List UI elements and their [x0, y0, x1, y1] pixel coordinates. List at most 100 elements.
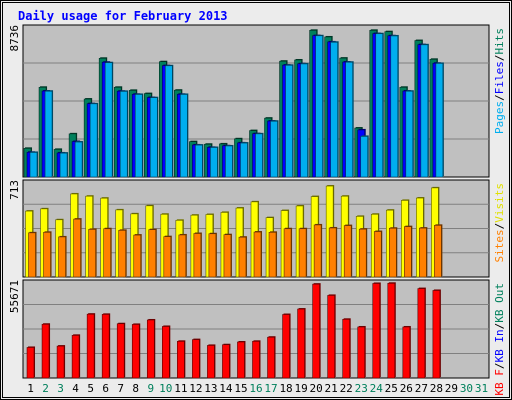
x-tick-label-day-6: 6	[102, 382, 109, 395]
bar-sites-day-13	[208, 233, 217, 278]
bar-kb-f-day-13	[207, 345, 215, 379]
series-label-separator: /	[493, 55, 506, 62]
x-tick-label-day-13: 13	[204, 382, 217, 395]
bar-sites-day-25	[388, 227, 397, 278]
panel-series-labels: Sites/Visits	[493, 183, 506, 263]
bar-pages-day-26	[405, 90, 414, 178]
panel-max-label: 713	[8, 180, 21, 200]
panel-max-label: 55671	[8, 280, 21, 313]
x-tick-label-day-2: 2	[42, 382, 49, 395]
series-label-separator: /	[493, 94, 506, 101]
bar-sites-day-11	[178, 234, 187, 278]
bar-sites-day-15	[238, 236, 247, 278]
bar-sites-day-16	[253, 231, 262, 278]
series-label-kb-out: KB Out	[493, 283, 506, 323]
bar-sites-day-12	[193, 233, 202, 278]
bar-pages-day-5	[89, 103, 98, 178]
series-label-kb-in: KB In	[493, 329, 506, 362]
bar-pages-day-27	[420, 44, 429, 178]
bar-kb-f-day-3	[56, 345, 65, 379]
x-tick-label-day-22: 22	[340, 382, 353, 395]
bar-kb-f-day-15	[237, 341, 245, 379]
x-tick-label-day-26: 26	[400, 382, 413, 395]
bar-sites-day-22	[343, 225, 352, 278]
bar-pages-day-20	[315, 35, 323, 178]
bar-pages-day-6	[104, 62, 113, 178]
x-tick-label-day-9: 9	[147, 382, 154, 395]
bar-pages-day-11	[180, 94, 188, 178]
bar-pages-day-28	[435, 63, 444, 178]
bar-sites-day-24	[373, 231, 382, 278]
bar-sites-day-23	[358, 228, 367, 278]
x-tick-label-day-3: 3	[57, 382, 64, 395]
bar-kb-f-day-11	[177, 341, 185, 379]
bar-sites-day-9	[148, 229, 157, 278]
bar-sites-day-10	[163, 236, 172, 278]
bar-pages-day-10	[165, 65, 173, 178]
bar-sites-day-3	[58, 236, 66, 278]
bar-kb-f-day-2	[41, 323, 50, 379]
x-tick-label-day-5: 5	[87, 382, 94, 395]
bar-kb-f-day-23	[357, 326, 366, 379]
series-label-visits: Visits	[493, 183, 506, 223]
bar-sites-day-28	[434, 225, 442, 278]
bar-kb-f-day-20	[312, 283, 320, 379]
x-tick-label-day-21: 21	[325, 382, 338, 395]
x-tick-label-day-24: 24	[370, 382, 384, 395]
x-tick-label-day-19: 19	[294, 382, 307, 395]
x-tick-label-day-25: 25	[385, 382, 398, 395]
bar-sites-day-6	[103, 228, 111, 278]
series-label-files: Files	[493, 61, 506, 94]
x-tick-label-day-30: 30	[460, 382, 473, 395]
bar-kb-f-day-7	[116, 323, 125, 379]
bar-kb-f-day-6	[101, 314, 110, 379]
chart-title: Daily usage for February 2013	[18, 9, 228, 23]
bar-sites-day-8	[133, 234, 142, 278]
bar-kb-f-day-27	[417, 288, 426, 379]
x-tick-label-day-23: 23	[355, 382, 368, 395]
bar-pages-day-18	[285, 64, 293, 178]
bar-sites-day-21	[328, 227, 337, 278]
bar-sites-day-27	[419, 227, 427, 278]
bar-sites-day-26	[404, 226, 412, 278]
bar-sites-day-7	[118, 230, 127, 278]
x-tick-label-day-27: 27	[415, 382, 428, 395]
panel-visits-sites: 713 Sites/Visits	[8, 179, 506, 278]
bar-pages-day-13	[210, 147, 218, 178]
bar-pages-day-19	[300, 63, 308, 178]
bar-sites-day-20	[313, 224, 322, 278]
panels-layer: 8736Pages/Files/Hits713Sites/Visits55671…	[8, 24, 506, 396]
series-label-kb-f: KB F	[493, 369, 506, 396]
bar-kb-f-day-22	[342, 318, 350, 379]
panel-series-labels: Pages/Files/Hits	[493, 28, 506, 134]
bar-pages-day-7	[119, 91, 128, 178]
x-tick-label-day-15: 15	[234, 382, 247, 395]
bar-pages-day-23	[360, 136, 369, 178]
bar-pages-day-9	[149, 97, 158, 178]
bar-pages-day-21	[330, 41, 338, 178]
bar-sites-day-17	[268, 232, 277, 278]
x-tick-label-day-20: 20	[310, 382, 323, 395]
bar-sites-day-5	[88, 229, 96, 278]
bar-kb-f-day-26	[402, 326, 411, 379]
series-label-separator: /	[493, 363, 506, 370]
bar-kb-f-day-28	[432, 290, 441, 379]
bar-pages-day-22	[345, 61, 353, 178]
bar-pages-day-4	[74, 141, 83, 178]
x-tick-label-day-4: 4	[72, 382, 79, 395]
bar-kb-f-day-24	[372, 283, 381, 379]
x-tick-label-day-17: 17	[264, 382, 277, 395]
bar-pages-day-2	[44, 90, 53, 178]
bar-kb-f-day-12	[192, 339, 200, 379]
bar-pages-day-3	[59, 152, 68, 178]
bar-pages-day-25	[390, 35, 399, 178]
bar-sites-day-18	[283, 228, 292, 278]
bar-pages-day-24	[375, 33, 384, 178]
bar-pages-day-14	[225, 145, 233, 178]
bar-pages-day-16	[255, 133, 263, 178]
series-label-sites: Sites	[493, 229, 506, 262]
bar-pages-day-12	[195, 144, 203, 178]
